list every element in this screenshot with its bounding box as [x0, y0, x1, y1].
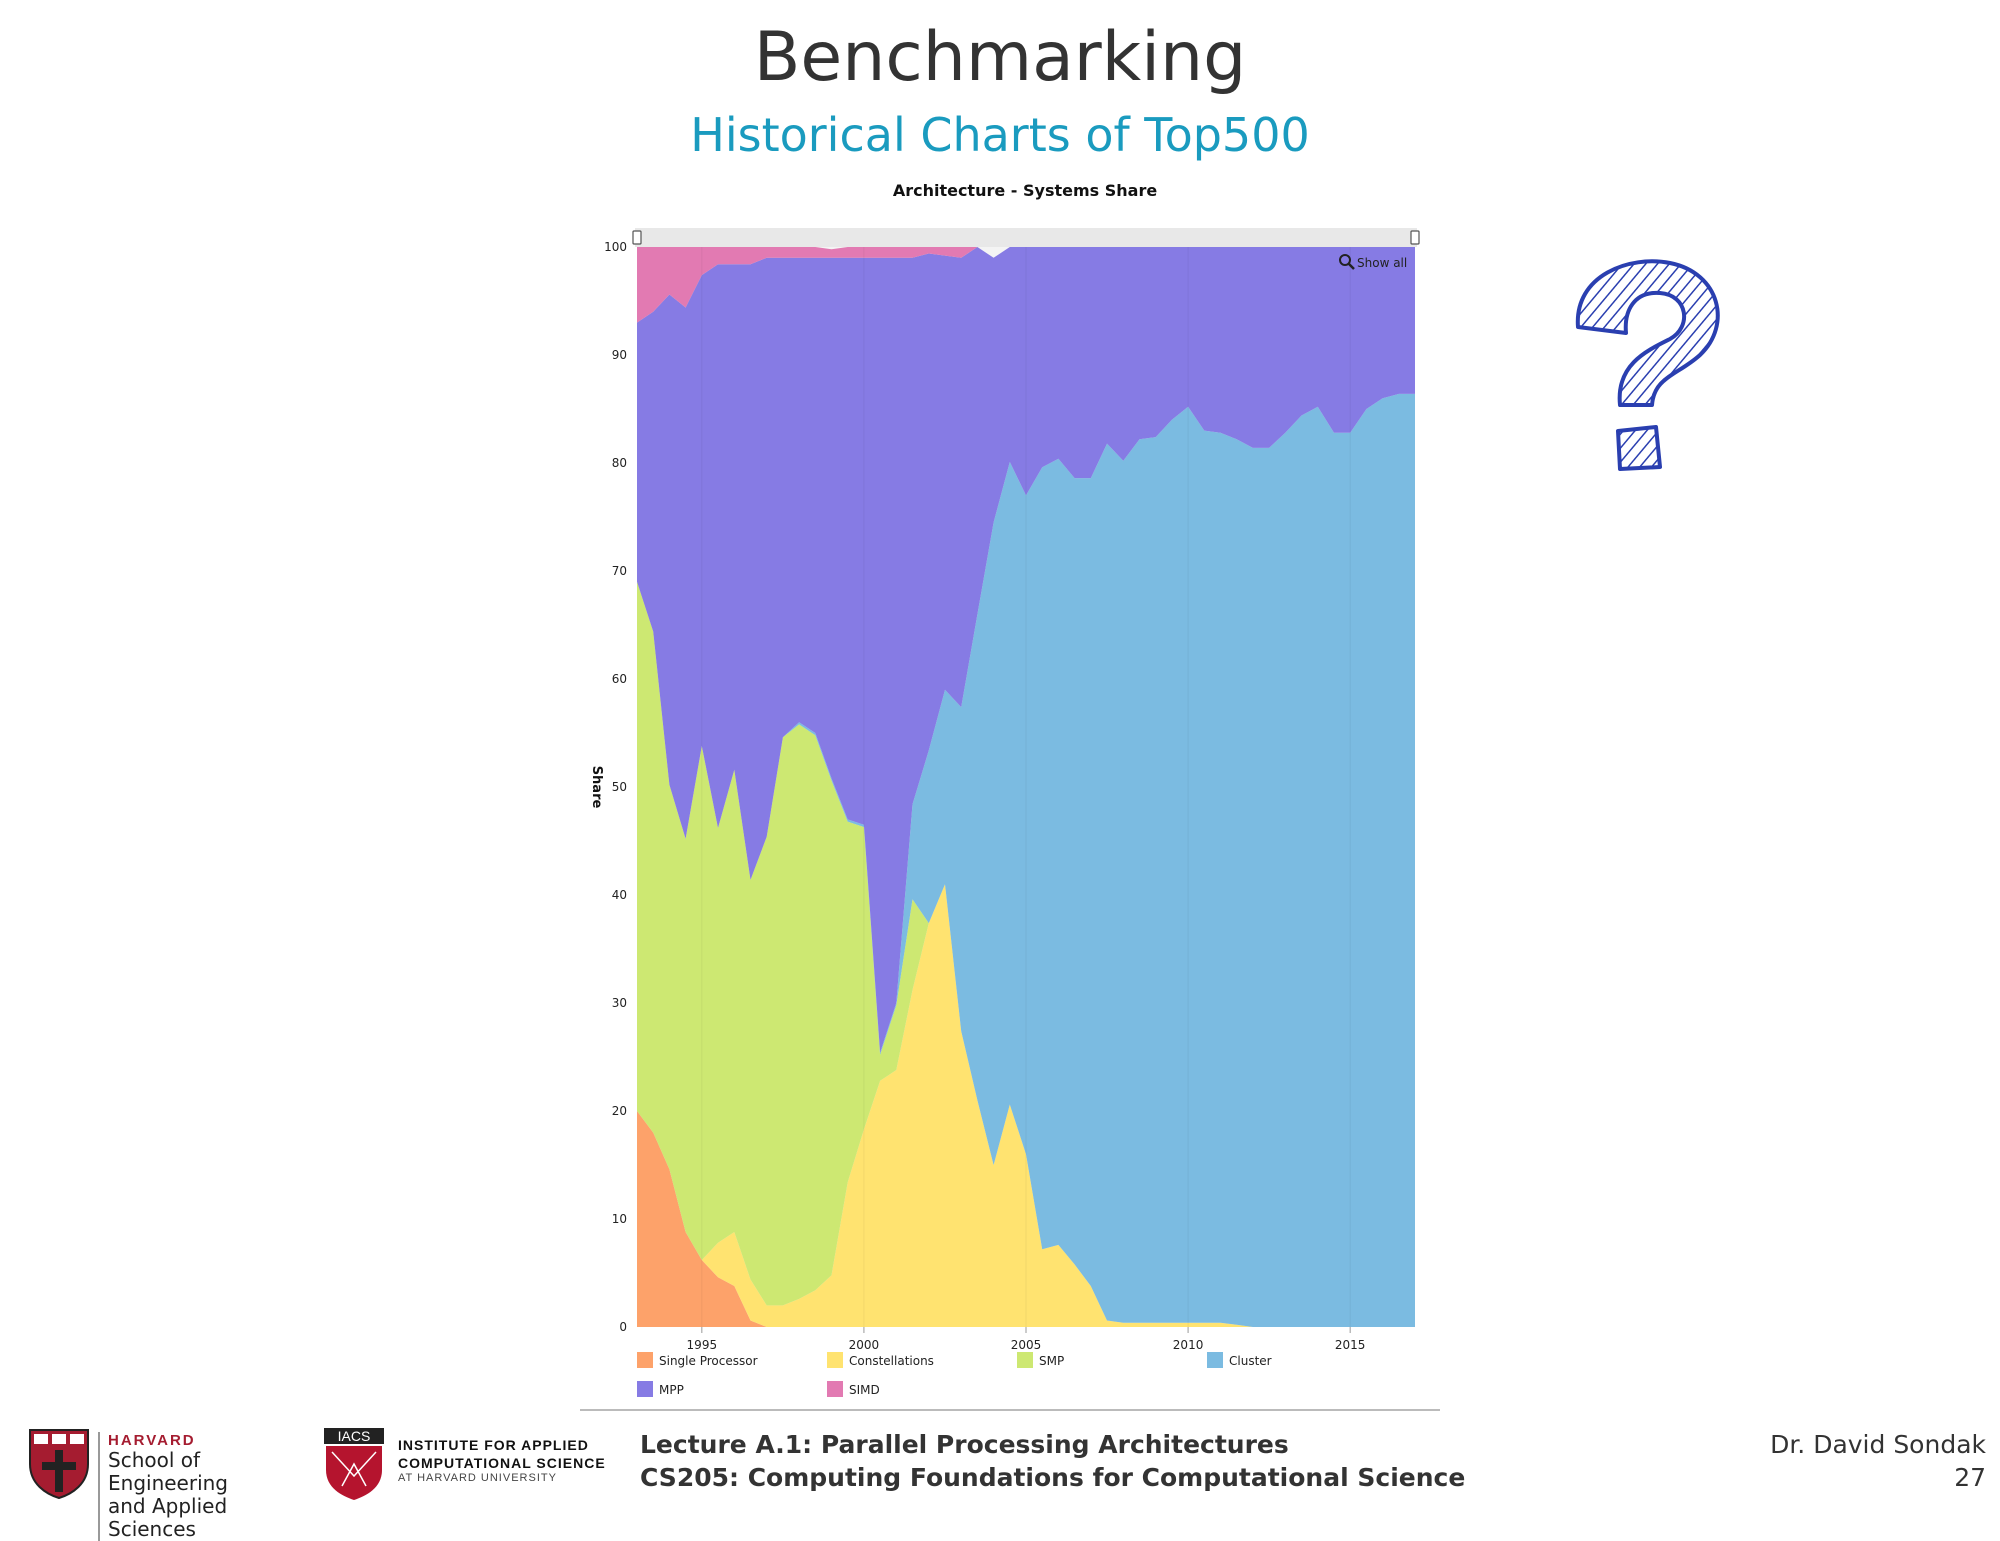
- y-tick-label: 100: [604, 240, 627, 254]
- y-tick-label: 20: [612, 1104, 627, 1118]
- y-tick-label: 50: [612, 780, 627, 794]
- footer-author-info: Dr. David Sondak 27: [1770, 1428, 1986, 1494]
- y-tick-label: 10: [612, 1212, 627, 1226]
- harvard-shield-icon: [29, 1429, 89, 1500]
- harvard-school-line2: and Applied Sciences: [108, 1494, 228, 1541]
- show-all-button: Show all: [1357, 256, 1407, 270]
- y-tick-label: 90: [612, 348, 627, 362]
- legend-swatch: [827, 1352, 843, 1368]
- footer-lecture-title: Lecture A.1: Parallel Processing Archite…: [640, 1430, 1289, 1459]
- legend-swatch: [637, 1381, 653, 1397]
- legend-swatch: [1017, 1352, 1033, 1368]
- legend-label: Constellations: [849, 1354, 934, 1368]
- legend-label: Single Processor: [659, 1354, 758, 1368]
- y-tick-label: 0: [619, 1320, 627, 1334]
- legend-label: SMP: [1039, 1354, 1064, 1368]
- question-mark-icon: [1575, 259, 1720, 471]
- footer-author: Dr. David Sondak: [1770, 1430, 1986, 1459]
- iacs-badge-text: IACS: [338, 1428, 371, 1444]
- iacs-logo-text: INSTITUTE FOR APPLIED COMPUTATIONAL SCIE…: [398, 1436, 606, 1484]
- slide-title: Benchmarking: [753, 18, 1247, 97]
- series-area-simd: [637, 247, 1415, 323]
- y-tick-label: 30: [612, 996, 627, 1010]
- y-tick-label: 40: [612, 888, 627, 902]
- y-axis-label: Share: [589, 766, 604, 809]
- iacs-line3: AT HARVARD UNIVERSITY: [398, 1472, 557, 1484]
- x-tick-label: 2015: [1335, 1338, 1366, 1352]
- y-tick-label: 70: [612, 564, 627, 578]
- legend-swatch: [827, 1381, 843, 1397]
- architecture-share-chart: Architecture - Systems Share 0 10 20 30 40 50 6…: [589, 181, 1420, 1397]
- range-navigator: [635, 228, 1417, 247]
- series-area-single-processor: [637, 1111, 1415, 1327]
- series-area-constellations: [637, 884, 1415, 1327]
- legend-label: MPP: [659, 1383, 684, 1397]
- x-tick-label: 2005: [1011, 1338, 1042, 1352]
- footer-lecture-info: Lecture A.1: Parallel Processing Archite…: [640, 1428, 1465, 1494]
- legend-label: Cluster: [1229, 1354, 1272, 1368]
- y-tick-label: 80: [612, 456, 627, 470]
- harvard-seas-logo: HARVARD School of Engineering and Applie…: [98, 1432, 298, 1541]
- footer-course-title: CS205: Computing Foundations for Computa…: [640, 1463, 1466, 1492]
- page-number: 27: [1954, 1463, 1986, 1492]
- iacs-line1: INSTITUTE FOR APPLIED: [398, 1437, 589, 1453]
- series-area-mpp: [637, 247, 1415, 1053]
- series-area-cluster: [637, 393, 1415, 1327]
- x-tick-label: 1995: [687, 1338, 718, 1352]
- iacs-shield-icon: IACS: [324, 1428, 384, 1500]
- harvard-school-line1: School of Engineering: [108, 1448, 228, 1495]
- x-tick-label: 2010: [1173, 1338, 1204, 1352]
- legend-swatch: [637, 1352, 653, 1368]
- harvard-wordmark: HARVARD: [108, 1432, 196, 1449]
- legend-label: SIMD: [849, 1383, 880, 1397]
- series-area-smp: [637, 581, 1415, 1327]
- chart-title: Architecture - Systems Share: [893, 181, 1158, 200]
- zoom-icon: [1339, 254, 1355, 270]
- range-handle-left: [632, 230, 642, 245]
- legend-swatch: [1207, 1352, 1223, 1368]
- slide-subtitle: Historical Charts of Top500: [690, 108, 1310, 162]
- y-tick-label: 60: [612, 672, 627, 686]
- iacs-line2: COMPUTATIONAL SCIENCE: [398, 1455, 606, 1471]
- footer-divider: [580, 1409, 1440, 1411]
- range-handle-right: [1410, 230, 1420, 245]
- x-tick-label: 2000: [849, 1338, 880, 1352]
